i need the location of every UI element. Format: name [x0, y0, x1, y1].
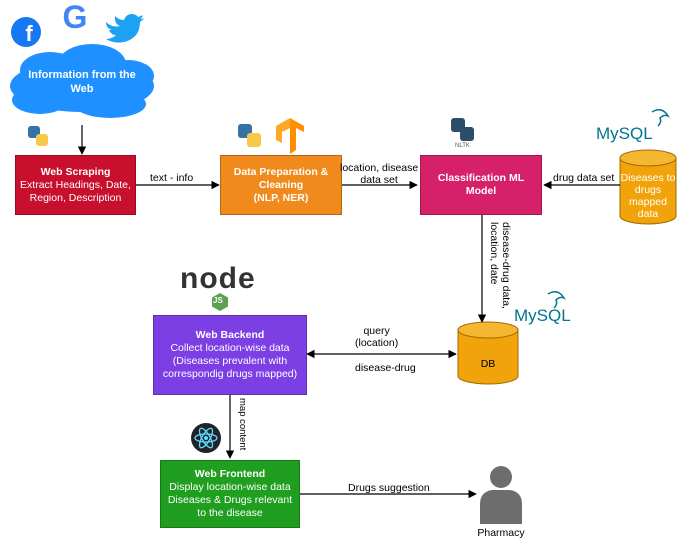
nodejs-logo: node — [180, 262, 256, 295]
node-web-scraping: Web Scraping Extract Headings, Date, Reg… — [15, 155, 136, 215]
react-icon — [191, 423, 221, 453]
db-label: DB — [480, 358, 496, 370]
edge-label-text-info: text - info — [150, 172, 194, 184]
mysql-dolphin-icon-db — [547, 291, 566, 309]
backend-line-2: (Diseases prevalent with — [172, 355, 288, 367]
mysql-source-line-1: Diseases to — [620, 172, 676, 184]
node-data-prep: Data Preparation & Cleaning (NLP, NER) — [220, 155, 342, 215]
edge-label-location-disease-1: location, disease — [340, 162, 419, 174]
edge-label-location-disease: location, disease data set — [340, 162, 418, 186]
facebook-logo: f — [11, 17, 41, 47]
edge-label-disease-drug-data-1: disease-drug data, — [500, 222, 512, 309]
edge-label-disease-drug-data: disease-drug data, location, date — [488, 222, 512, 309]
mysql-logo-top: MySQL — [596, 124, 653, 143]
python-icon-prep — [238, 124, 261, 147]
nltk-icon — [451, 118, 474, 141]
nltk-label: NLTK — [455, 143, 470, 149]
mysql-dolphin-icon-top — [651, 109, 670, 127]
pharmacy-label: Pharmacy — [477, 527, 525, 539]
web-scraping-title: Web Scraping — [40, 165, 111, 178]
classification-title: Classification ML — [437, 172, 525, 184]
data-prep-title: Data Preparation & — [233, 165, 329, 178]
mysql-source-line-4: data — [637, 208, 659, 220]
nodejs-js-badge: JS — [213, 296, 223, 305]
cloud-label: Information from the Web — [28, 69, 136, 95]
edge-label-query-2: (location) — [355, 337, 399, 349]
python-icon-scraping — [28, 126, 48, 146]
node-classification: Classification ML Model — [420, 155, 542, 215]
cloud-shape — [10, 44, 154, 118]
mysql-source-label: Diseases to drugs mapped data — [620, 172, 676, 220]
web-scraping-line-1: Extract Headings, Date, — [20, 178, 131, 191]
mysql-source-line-3: mapped — [629, 196, 667, 208]
edge-label-map-content: map content — [237, 398, 248, 451]
classification-line-1: Model — [465, 185, 497, 197]
frontend-line-2: Diseases & Drugs relevant — [167, 494, 293, 506]
frontend-line-3: to the disease — [197, 507, 263, 519]
edge-label-query-1: query — [363, 325, 390, 337]
data-prep-line-2: (NLP, NER) — [253, 191, 309, 204]
node-web-backend: Web Backend Collect location-wise data (… — [153, 315, 307, 395]
frontend-line-1: Display location-wise data — [169, 481, 291, 493]
backend-title: Web Backend — [195, 329, 265, 341]
node-web-frontend: Web Frontend Display location-wise data … — [160, 460, 300, 528]
frontend-title: Web Frontend — [194, 468, 266, 480]
edge-label-drug-data-set: drug data set — [553, 172, 615, 184]
svg-text:f: f — [25, 21, 33, 46]
edge-label-drugs-suggestion: Drugs suggestion — [348, 482, 430, 494]
tensorflow-icon — [276, 118, 304, 154]
mysql-source-line-2: drugs — [634, 184, 662, 196]
twitter-logo — [106, 14, 144, 43]
google-logo: G — [63, 0, 88, 35]
edge-label-disease-drug: disease-drug — [355, 362, 416, 374]
pharmacy-person-icon — [480, 466, 522, 524]
web-scraping-line-2: Region, Description — [29, 191, 122, 204]
edge-label-disease-drug-data-2: location, date — [488, 222, 500, 285]
db-cylinder — [457, 321, 519, 385]
backend-line-3: correspondig drugs mapped) — [162, 368, 298, 380]
mysql-logo-db: MySQL — [514, 306, 571, 325]
svg-text:G: G — [63, 0, 88, 35]
edge-label-query: query (location) — [355, 325, 398, 349]
data-prep-line-1: Cleaning — [258, 178, 304, 191]
edge-label-location-disease-2: data set — [360, 174, 398, 186]
backend-line-1: Collect location-wise data — [170, 342, 290, 354]
mysql-source-cylinder — [619, 149, 677, 225]
nodejs-hex-icon — [212, 293, 228, 311]
